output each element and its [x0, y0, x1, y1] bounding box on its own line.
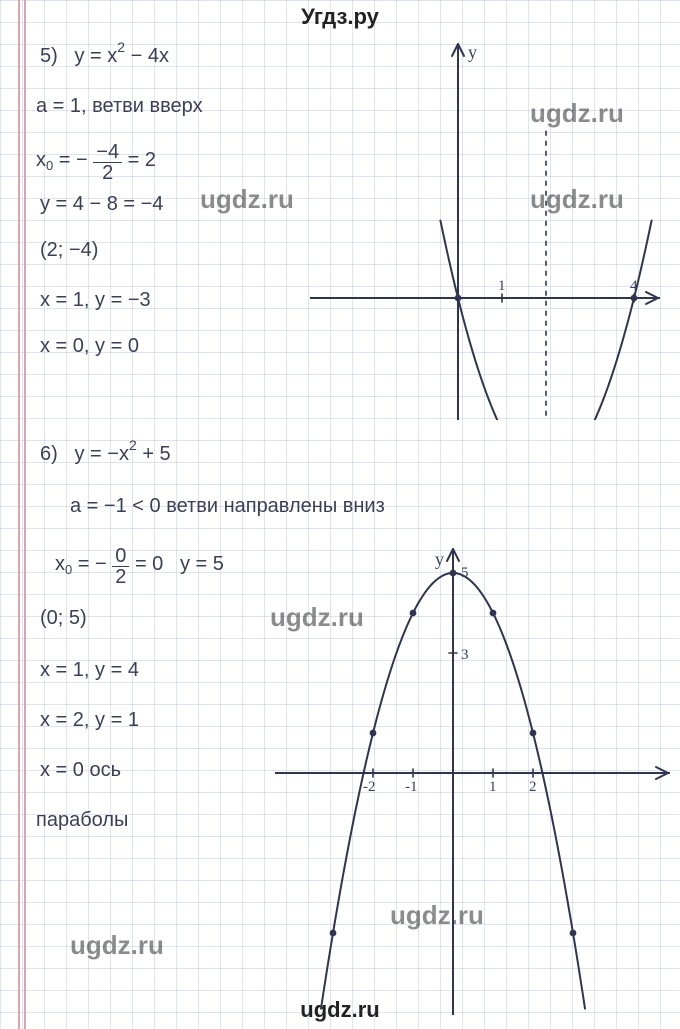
p6-axis1: x = 0 ось	[40, 760, 121, 780]
margin-line-1	[18, 0, 20, 1029]
p6-pt2: x = 2, y = 1	[40, 710, 139, 730]
p5-pt1: x = 1, y = −3	[40, 290, 151, 310]
p5-title: 5) y = x2 − 4x	[40, 46, 169, 66]
page-header: Угдз.ру	[0, 4, 680, 30]
p5-pt2: x = 0, y = 0	[40, 336, 139, 356]
watermark: ugdz.ru	[70, 930, 164, 961]
svg-text:4: 4	[630, 278, 638, 294]
p5-exp: 2	[117, 39, 125, 55]
p6-lhs: y = −	[74, 443, 118, 465]
chart-problem5: y14-4	[310, 40, 660, 420]
p6-axis2: параболы	[36, 810, 128, 830]
p5-x: x	[107, 45, 117, 67]
p5-frac-den: 2	[99, 163, 116, 183]
p6-num: 6)	[40, 443, 58, 465]
svg-text:5: 5	[461, 565, 469, 581]
p5-rest: − 4x	[131, 45, 169, 67]
chart-problem6: y 5 3 -2 -1 1 2	[275, 545, 670, 1015]
p6-exp: 2	[129, 437, 137, 453]
svg-text:-1: -1	[405, 779, 418, 795]
margin-line-2	[24, 0, 26, 1029]
p5-lhs: y =	[74, 45, 101, 67]
svg-text:1: 1	[489, 779, 497, 795]
svg-text:y: y	[435, 549, 444, 569]
p6-frac-num: 0	[112, 546, 129, 567]
p6-title: 6) y = −x2 + 5	[40, 444, 171, 464]
p6-branches: a = −1 < 0 ветви направлены вниз	[70, 496, 385, 516]
p5-num: 5)	[40, 45, 58, 67]
p5-line-a: a = 1, ветви вверх	[36, 96, 203, 116]
p6-vertex: (0; 5)	[40, 608, 87, 628]
p6-line-x0: x0 = − 02 = 0 y = 5	[55, 544, 224, 585]
svg-text:2: 2	[529, 779, 537, 795]
p5-frac-num: −4	[93, 142, 122, 163]
p5-line-x0: x0 = − −42 = 2	[36, 140, 156, 181]
svg-text:3: 3	[461, 647, 469, 663]
svg-text:y: y	[468, 42, 477, 62]
p5-vertex: (2; −4)	[40, 240, 98, 260]
svg-text:-2: -2	[363, 779, 376, 795]
svg-text:1: 1	[498, 278, 506, 294]
watermark: ugdz.ru	[200, 184, 294, 215]
p6-pt1: x = 1, y = 4	[40, 660, 139, 680]
p6-x: x	[119, 443, 129, 465]
p6-rest: + 5	[142, 443, 170, 465]
p6-frac-den: 2	[112, 567, 129, 587]
p5-line-y: y = 4 − 8 = −4	[40, 194, 163, 214]
